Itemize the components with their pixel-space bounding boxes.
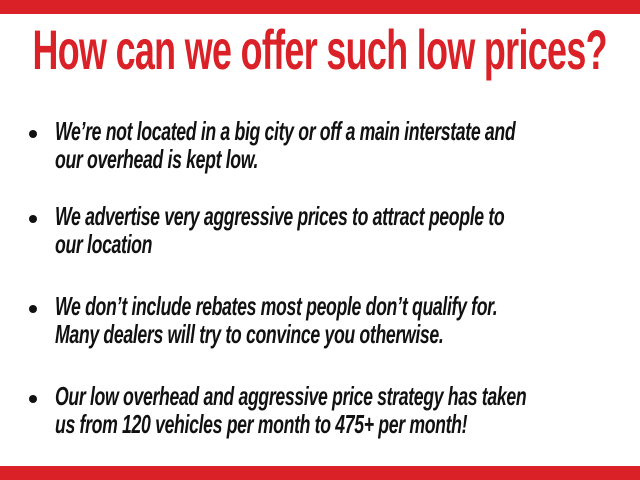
bullet-item-1: We’re not located in a big city or off a… <box>0 117 640 177</box>
bullet-line: We don’t include rebates most people don… <box>55 291 498 321</box>
bullet-dot-icon <box>29 305 37 313</box>
bullet-dot-icon <box>29 395 37 403</box>
page-title: How can we offer such low prices? <box>32 18 608 81</box>
bullet-line: We’re not located in a big city or off a… <box>55 116 516 146</box>
bullet-item-3: We don’t include rebates most people don… <box>0 292 640 352</box>
bullet-line: our location <box>55 229 153 259</box>
bullet-line: Many dealers will try to convince you ot… <box>55 319 444 349</box>
bottom-accent-bar <box>0 466 640 480</box>
headline-container: How can we offer such low prices? <box>0 22 640 78</box>
bullet-dot-icon <box>29 130 37 138</box>
bullet-text-1: We’re not located in a big city or off a… <box>55 116 516 174</box>
bullet-line: our overhead is kept low. <box>55 144 259 174</box>
bullet-item-4: Our low overhead and aggressive price st… <box>0 382 640 442</box>
bullet-text-2: We advertise very aggressive prices to a… <box>55 201 505 259</box>
bullet-dot-icon <box>29 215 37 223</box>
bullet-line: Our low overhead and aggressive price st… <box>55 381 527 411</box>
bullet-line: We advertise very aggressive prices to a… <box>55 201 505 231</box>
bullet-text-3: We don’t include rebates most people don… <box>55 291 498 349</box>
bullet-text-4: Our low overhead and aggressive price st… <box>55 381 527 439</box>
bullet-item-2: We advertise very aggressive prices to a… <box>0 202 640 262</box>
top-accent-bar <box>0 0 640 14</box>
bullet-line: us from 120 vehicles per month to 475+ p… <box>55 409 468 439</box>
